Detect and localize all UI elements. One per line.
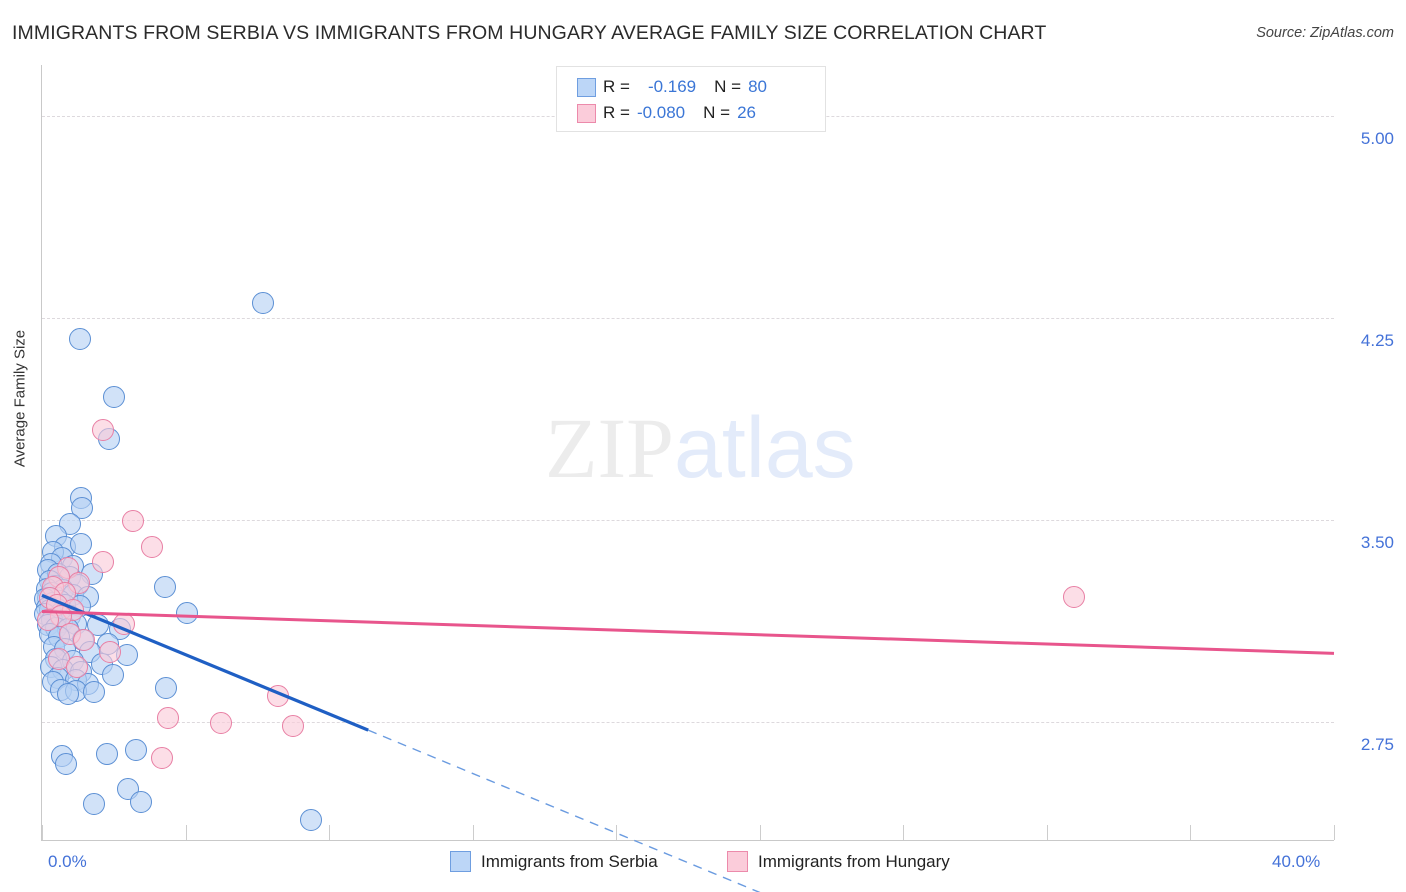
x-tick-mark <box>42 825 43 840</box>
scatter-point <box>36 608 59 631</box>
scatter-point <box>91 418 114 441</box>
scatter-point <box>113 612 136 635</box>
page-title: IMMIGRANTS FROM SERBIA VS IMMIGRANTS FRO… <box>12 22 1047 44</box>
trend-line <box>41 610 1335 655</box>
y-tick-label: 4.25 <box>1360 330 1394 350</box>
watermark-atlas: atlas <box>674 400 856 496</box>
legend-swatch-hungary <box>727 851 748 872</box>
stats-n-value-serbia: 80 <box>748 77 767 96</box>
legend-swatch-serbia <box>450 851 471 872</box>
stats-n-value-hungary: 26 <box>737 103 756 122</box>
scatter-point <box>69 328 92 351</box>
x-tick-mark <box>759 825 761 840</box>
scatter-point <box>72 628 95 651</box>
scatter-point <box>56 682 79 705</box>
gridline <box>42 519 1334 521</box>
x-tick-mark <box>1334 825 1335 840</box>
legend-item-serbia[interactable]: Immigrants from Serbia <box>450 851 658 872</box>
x-tick-mark <box>903 825 905 840</box>
scatter-point <box>122 510 145 533</box>
scatter-point <box>69 533 92 556</box>
stats-row-serbia: R = -0.169 N = 80 <box>577 74 767 100</box>
scatter-point <box>299 809 322 832</box>
stats-r-label-hungary: R = <box>603 103 630 122</box>
scatter-point <box>151 747 174 770</box>
scatter-point <box>129 790 152 813</box>
scatter-point <box>1062 585 1085 608</box>
x-tick-mark <box>616 825 618 840</box>
legend-label-hungary: Immigrants from Hungary <box>758 851 950 871</box>
scatter-point <box>251 291 274 314</box>
scatter-point <box>95 743 118 766</box>
scatter-point <box>71 496 94 519</box>
x-tick-mark <box>1190 825 1192 840</box>
scatter-point <box>65 655 88 678</box>
stats-row-hungary: R = -0.080 N = 26 <box>577 100 756 126</box>
stats-r-value-serbia: -0.169 <box>647 77 697 96</box>
stats-swatch-hungary <box>577 103 596 123</box>
scatter-point <box>103 386 126 409</box>
legend-item-hungary[interactable]: Immigrants from Hungary <box>727 851 950 872</box>
x-tick-mark <box>185 825 187 840</box>
scatter-point <box>83 681 106 704</box>
correlation-stats-box: R = -0.169 N = 80 R = -0.080 N = 26 <box>556 66 826 132</box>
x-tick-label-min: 0.0% <box>48 852 87 871</box>
stats-r-label-serbia: R = <box>603 77 630 96</box>
gridline <box>42 317 1334 319</box>
y-tick-label: 2.75 <box>1360 735 1394 755</box>
legend-label-serbia: Immigrants from Serbia <box>481 851 658 871</box>
scatter-point <box>83 793 106 816</box>
y-tick-label: 3.50 <box>1360 532 1394 552</box>
scatter-point <box>153 576 176 599</box>
scatter-point <box>266 685 289 708</box>
watermark-zip: ZIP <box>545 400 674 496</box>
source-label: Source: ZipAtlas.com <box>1256 25 1394 41</box>
x-tick-mark <box>329 825 331 840</box>
x-tick-mark <box>472 825 474 840</box>
scatter-point <box>125 739 148 762</box>
y-axis-line <box>41 65 42 840</box>
scatter-point <box>141 535 164 558</box>
scatter-point <box>54 752 77 775</box>
x-tick-mark <box>1046 825 1048 840</box>
y-axis-label: Average Family Size <box>11 329 29 468</box>
stats-swatch-serbia <box>577 77 596 97</box>
scatter-point <box>155 677 178 700</box>
x-axis-line <box>41 840 1334 841</box>
scatter-point <box>102 663 125 686</box>
scatter-point <box>91 550 114 573</box>
scatter-point <box>156 707 179 730</box>
x-tick-label-max: 40.0% <box>1272 852 1321 871</box>
stats-n-label-hungary: N = <box>703 103 731 122</box>
stats-n-label-serbia: N = <box>714 77 742 96</box>
scatter-point <box>176 601 199 624</box>
scatter-point <box>210 712 233 735</box>
y-tick-label: 5.00 <box>1360 128 1394 148</box>
watermark: ZIPatlas <box>545 405 856 491</box>
stats-r-value-hungary: -0.080 <box>636 103 686 122</box>
gridline <box>42 722 1334 724</box>
scatter-point <box>282 715 305 738</box>
